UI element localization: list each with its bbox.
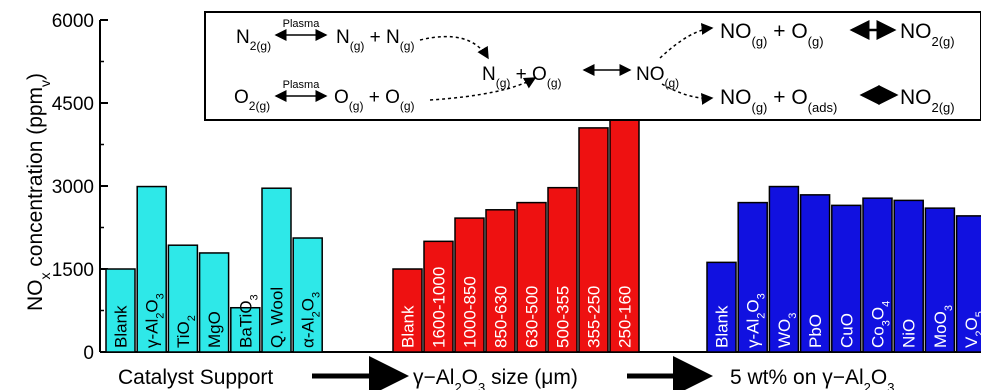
bar-label: 355-250 [585, 286, 604, 348]
plasma-label-1: Plasma [283, 18, 321, 30]
bar-group-3: Blank γ-Al2O3 WO3 PbO CuO Co3O4 NiO MoO3 V2O5 [706, 185, 981, 353]
bar [737, 201, 768, 353]
bar-group-1: Blank γ-Al2O3 TiO2 MgO BaTiO3 Q. Wool α-Al2O3 [105, 185, 323, 353]
bar [485, 209, 516, 353]
bar-label: 1000-850 [461, 276, 480, 348]
bar [454, 217, 485, 353]
group-label: γ−Al2O3 size (μm) [413, 366, 578, 390]
bar-label: V2O5 [962, 311, 981, 348]
bar-label: γ-Al2O3 [143, 293, 167, 348]
bar-label: PbO [806, 314, 825, 348]
bar [261, 187, 292, 353]
bar-label: WO3 [775, 313, 799, 348]
bar-label: Blank [112, 305, 131, 348]
bar [292, 237, 323, 353]
bar-label: 500-355 [554, 286, 573, 348]
plasma-label-2: Plasma [283, 79, 321, 91]
bar [578, 127, 609, 353]
bar-label: Q. Wool [268, 287, 287, 348]
bar [862, 197, 893, 353]
bar [105, 268, 136, 353]
y-tick-label: 3000 [52, 177, 94, 198]
bar [392, 268, 423, 353]
bar [167, 244, 199, 353]
bar [516, 201, 547, 353]
y-axis-label: NOx concentration (ppmv) [24, 73, 53, 311]
bar [230, 306, 261, 353]
bar [198, 252, 230, 353]
y-tick-label: 6000 [52, 11, 94, 32]
bar-label: NiO [900, 319, 919, 348]
bar-label: MgO [205, 311, 224, 348]
bar-group-2: Blank 1600-1000 1000-850 850-630 630-500 500-… [392, 75, 640, 353]
bar-label: CuO [837, 313, 856, 348]
bar [136, 185, 167, 353]
bar-label: TiO2 [174, 315, 198, 348]
bar [955, 215, 981, 353]
bar-label: BaTiO3 [236, 294, 260, 348]
reaction-scheme-inset: N2(g) Plasma N(g) + N(g) N(g) + O(g) NO(… [204, 11, 981, 121]
bar-label: 630-500 [523, 286, 542, 348]
bar-label: 250-160 [616, 286, 635, 348]
species-n-o: N(g) + O(g) [482, 64, 562, 90]
bar [609, 75, 640, 353]
bar [799, 194, 831, 353]
group-label: Catalyst Support [118, 366, 273, 389]
bar-label: MoO3 [931, 305, 955, 348]
bar-label: Blank [713, 305, 732, 348]
bar [547, 186, 578, 353]
bar-label: 1600-1000 [430, 267, 449, 348]
bar-label: γ-Al2O3 [744, 293, 768, 348]
bar [924, 207, 956, 353]
bar-label: Co3O4 [869, 301, 893, 348]
group-label: 5 wt% on γ−Al2O3 [730, 366, 894, 390]
bar [768, 185, 800, 353]
bar [893, 199, 924, 353]
bar-label: 850-630 [492, 286, 511, 348]
bar [423, 240, 454, 353]
bar-label: α-Al2O3 [299, 292, 323, 348]
bar [706, 261, 737, 353]
y-tick-label: 0 [83, 343, 94, 364]
bar [831, 204, 862, 353]
y-tick-label: 4500 [52, 94, 94, 115]
y-tick-label: 1500 [52, 260, 94, 281]
group-labels: Catalyst Support γ−Al2O3 size (μm) 5 wt% o… [118, 366, 894, 390]
bar-label: Blank [399, 305, 418, 348]
